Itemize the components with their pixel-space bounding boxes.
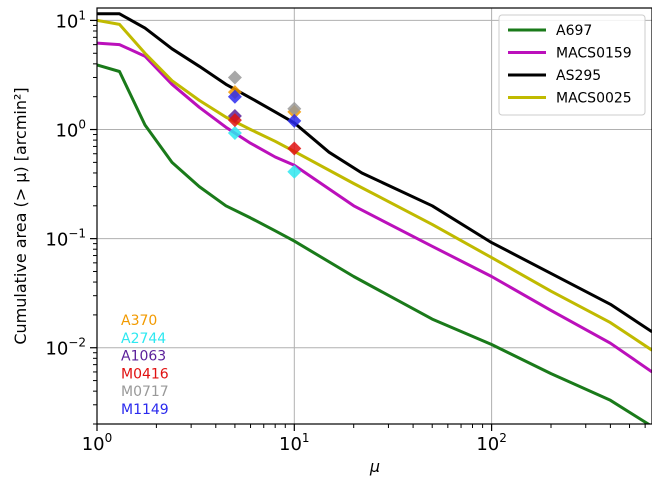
y-axis-label: Cumulative area (> μ) [arcmin²] bbox=[11, 87, 30, 344]
grid bbox=[96, 8, 652, 424]
annotation-m0717: M0717 bbox=[121, 384, 169, 400]
marker-m0416 bbox=[287, 141, 302, 156]
x-tick-label: 101 bbox=[279, 431, 310, 455]
y-ticks: 10−2 10−1 100 101 bbox=[45, 8, 97, 425]
y-tick-label: 100 bbox=[55, 118, 86, 142]
y-tick-label: 10−2 bbox=[45, 336, 86, 360]
marker-m0717 bbox=[227, 70, 242, 85]
x-tick-label: 102 bbox=[476, 431, 507, 455]
marker-m0416 bbox=[227, 113, 242, 128]
series-layer bbox=[97, 12, 652, 424]
annotation-m0416: M0416 bbox=[121, 366, 169, 382]
x-ticks: 100 101 102 bbox=[82, 424, 646, 455]
marker-a2744 bbox=[287, 164, 302, 179]
marker-m1149 bbox=[227, 89, 242, 104]
y-tick-label: 10−1 bbox=[45, 227, 86, 251]
annotation-m1149: M1149 bbox=[121, 402, 169, 418]
marker-a2744 bbox=[227, 125, 242, 140]
legend-label: MACS0025 bbox=[556, 91, 632, 107]
plot-frame bbox=[96, 7, 652, 425]
legend: A697 MACS0159 AS295 MACS0025 bbox=[498, 14, 646, 116]
annotation-a1063: A1063 bbox=[121, 349, 166, 365]
marker-layer bbox=[227, 70, 302, 179]
series-line-macs0159 bbox=[97, 41, 652, 374]
series-line-as295 bbox=[97, 12, 652, 334]
series-line-macs0025 bbox=[97, 18, 652, 352]
x-axis-label: μ bbox=[369, 457, 380, 476]
legend-label: AS295 bbox=[556, 68, 601, 84]
legend-label: A697 bbox=[556, 23, 592, 39]
y-tick-label: 101 bbox=[55, 8, 86, 32]
marker-m0717 bbox=[287, 101, 302, 116]
annotation-a2744: A2744 bbox=[121, 331, 166, 347]
series-line-a697 bbox=[97, 63, 651, 424]
annotation-a370: A370 bbox=[121, 313, 157, 329]
marker-m1149 bbox=[287, 113, 302, 128]
x-tick-label: 100 bbox=[82, 431, 113, 455]
legend-label: MACS0159 bbox=[556, 46, 632, 62]
legend-box bbox=[498, 14, 646, 116]
